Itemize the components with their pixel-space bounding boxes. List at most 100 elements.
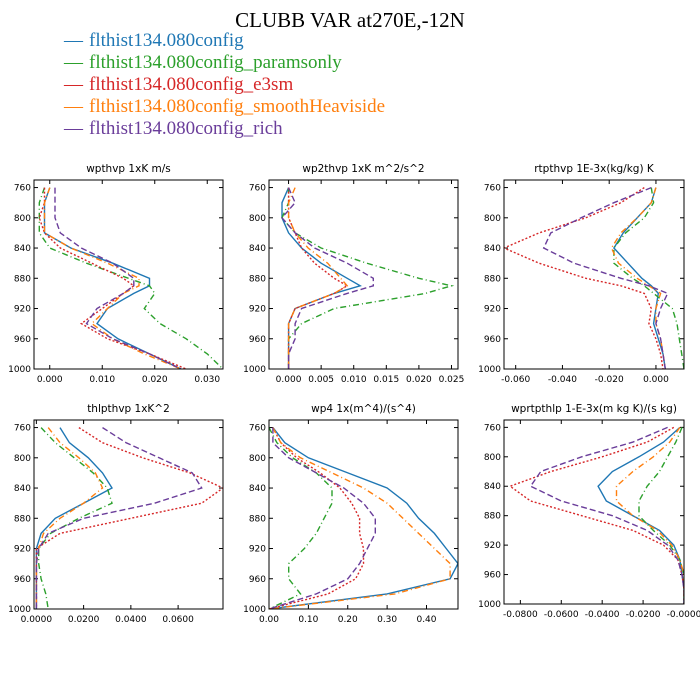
x-tick-label: 0.40 — [416, 615, 436, 625]
y-tick-label: 840 — [484, 482, 501, 492]
series-line — [610, 187, 666, 369]
legend-item: — flthist134.080config_e3sm — [64, 74, 385, 96]
x-tick-label: 0.00 — [259, 615, 279, 625]
x-tick-label: 0.0600 — [162, 615, 194, 625]
series-line — [269, 427, 365, 609]
legend-label: flthist134.080config_smoothHeaviside — [89, 96, 386, 117]
series-line — [529, 426, 684, 604]
legend-item: — flthist134.080config_rich — [64, 118, 385, 140]
x-tick-label: 0.025 — [439, 375, 465, 385]
y-tick-label: 840 — [14, 244, 31, 254]
x-tick-label: -0.0200 — [626, 610, 661, 620]
x-tick-label: -0.040 — [548, 375, 577, 385]
x-tick-label: -0.0400 — [585, 610, 620, 620]
y-tick-label: 800 — [249, 214, 266, 224]
x-tick-label: 0.0000 — [21, 615, 53, 625]
y-tick-label: 760 — [249, 424, 266, 434]
panel-title: wprtpthlp 1-E-3x(m kg K)/(s kg) — [511, 403, 677, 415]
panel-title: wp4 1x(m^4)/(s^4) — [311, 403, 416, 415]
series-line — [287, 187, 349, 369]
series-line — [35, 427, 104, 609]
plot-frame — [503, 419, 685, 605]
y-tick-label: 1000 — [478, 600, 501, 610]
y-tick-label: 920 — [484, 541, 501, 551]
y-tick-label: 960 — [14, 575, 31, 585]
x-tick-label: 0.005 — [308, 375, 334, 385]
legend-swatch: — — [64, 118, 83, 139]
y-tick-label: 800 — [14, 454, 31, 464]
x-tick-label: 0.030 — [194, 375, 220, 385]
series-line — [38, 187, 187, 369]
y-tick-label: 760 — [14, 184, 31, 194]
x-tick-label: 0.0200 — [68, 615, 100, 625]
series-line — [542, 186, 669, 369]
y-tick-label: 800 — [14, 214, 31, 224]
x-tick-label: 0.000 — [37, 375, 63, 385]
x-tick-label: 0.015 — [373, 375, 399, 385]
figure-title: CLUBB VAR at270E,-12N — [235, 8, 465, 32]
series-line — [287, 187, 349, 369]
series-line — [508, 426, 684, 604]
x-tick-label: 0.30 — [377, 615, 397, 625]
plot-frame — [503, 179, 685, 370]
series-line — [38, 187, 223, 369]
y-tick-label: 1000 — [243, 605, 266, 615]
legend-swatch: — — [64, 74, 83, 95]
series-line — [269, 427, 333, 609]
y-tick-label: 760 — [484, 184, 501, 194]
x-tick-label: 0.0400 — [115, 615, 147, 625]
y-tick-label: 760 — [249, 184, 266, 194]
legend-item: — flthist134.080config_paramsonly — [64, 52, 385, 74]
legend-swatch: — — [64, 96, 83, 117]
y-tick-label: 920 — [249, 545, 266, 555]
y-tick-label: 840 — [14, 484, 31, 494]
x-tick-label: -0.0000 — [667, 610, 700, 620]
panel-title: wp2thvp 1xK m^2/s^2 — [302, 163, 424, 175]
y-tick-label: 840 — [249, 244, 266, 254]
plot-frame — [268, 179, 459, 370]
legend-label: flthist134.080config_rich — [89, 118, 283, 139]
y-tick-label: 960 — [249, 575, 266, 585]
series-line — [43, 187, 182, 369]
legend-swatch: — — [64, 52, 83, 73]
y-tick-label: 920 — [484, 305, 501, 315]
y-tick-label: 880 — [484, 274, 501, 284]
x-tick-label: 0.20 — [338, 615, 358, 625]
y-tick-label: 880 — [14, 274, 31, 284]
legend-item: — flthist134.080config — [64, 30, 385, 52]
y-tick-label: 1000 — [478, 365, 501, 375]
legend-label: flthist134.080config_e3sm — [89, 74, 294, 95]
x-tick-label: 0.10 — [298, 615, 318, 625]
legend: — flthist134.080config — flthist134.080con… — [64, 30, 385, 140]
series-line — [35, 427, 203, 609]
legend-label: flthist134.080config — [89, 30, 244, 51]
y-tick-label: 960 — [484, 571, 501, 581]
series-line — [615, 427, 684, 604]
x-tick-label: 0.020 — [142, 375, 168, 385]
y-tick-label: 760 — [484, 423, 501, 433]
y-tick-label: 1000 — [243, 365, 266, 375]
plot-frame — [33, 419, 224, 610]
x-tick-label: -0.0600 — [544, 610, 579, 620]
series-line — [613, 187, 684, 369]
series-line — [43, 187, 182, 369]
x-tick-label: -0.0800 — [503, 610, 538, 620]
y-tick-label: 880 — [14, 514, 31, 524]
y-tick-label: 800 — [484, 453, 501, 463]
series-line — [54, 187, 182, 369]
x-tick-label: 0.000 — [276, 375, 302, 385]
legend-swatch: — — [64, 30, 83, 51]
y-tick-label: 1000 — [8, 365, 31, 375]
y-tick-label: 920 — [14, 305, 31, 315]
x-tick-label: 0.020 — [406, 375, 432, 385]
y-tick-label: 920 — [14, 545, 31, 555]
series-line — [35, 427, 223, 609]
plot-frame — [33, 179, 224, 370]
y-tick-label: 880 — [249, 514, 266, 524]
x-tick-label: -0.060 — [501, 375, 530, 385]
y-tick-label: 760 — [14, 424, 31, 434]
series-line — [269, 427, 451, 609]
y-tick-label: 920 — [249, 305, 266, 315]
panel-title: thlpthvp 1xK^2 — [87, 403, 170, 415]
